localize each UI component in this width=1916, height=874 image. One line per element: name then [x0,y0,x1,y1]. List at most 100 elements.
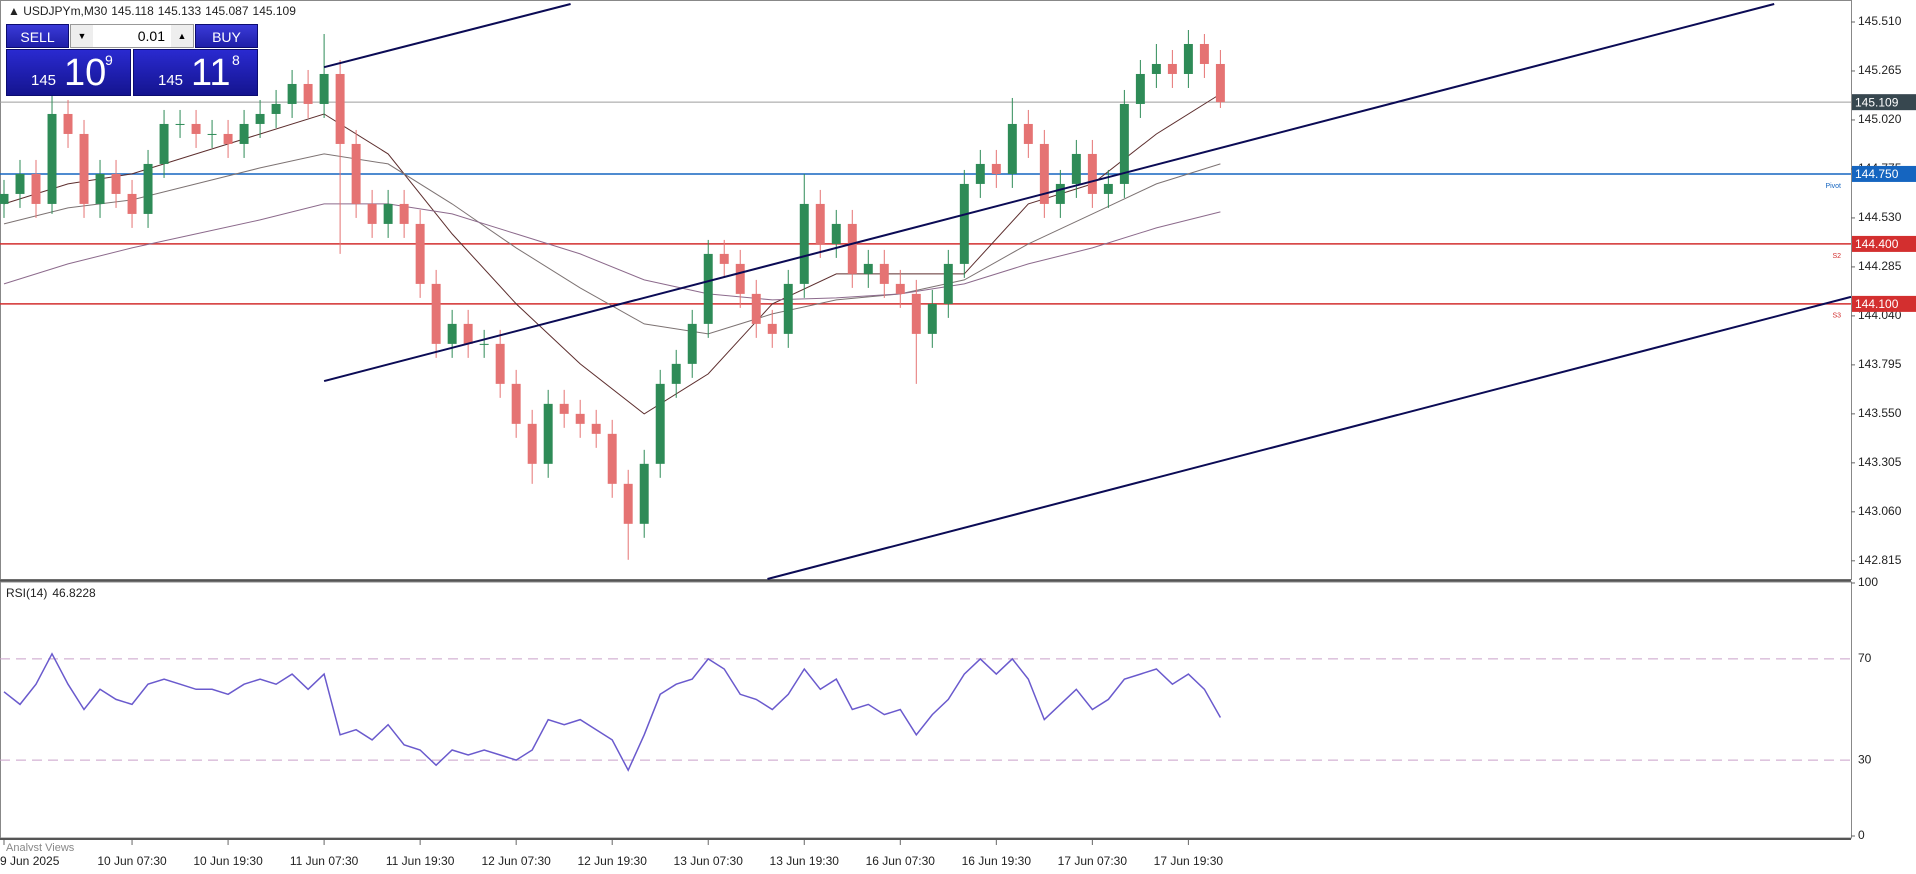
level-label-box [1852,165,1916,182]
candle-body [127,193,137,214]
x-tick-label: 13 Jun 19:30 [770,854,840,868]
candle-body [15,173,25,194]
rsi-value: 46.8228 [52,586,96,600]
level-label: 144.100 [1855,297,1899,311]
x-tick-label: 17 Jun 07:30 [1058,854,1128,868]
candle-body [1151,63,1161,74]
x-tick-label: 10 Jun 19:30 [193,854,263,868]
candle-body [79,133,89,204]
lot-input[interactable]: ▼ 0.01 ▲ [70,24,194,48]
level-label: 144.400 [1855,237,1899,251]
candle-body [575,413,585,424]
y-tick-label: 143.550 [1858,406,1902,420]
candle-body [479,343,489,345]
candle-body [1183,43,1193,74]
candle-body [463,323,473,344]
rsi-title: RSI(14) [6,586,47,600]
candle-body [271,103,281,114]
ohlc: 145.087 [205,4,249,18]
x-tick-label: 11 Jun 19:30 [386,854,455,868]
candle-body [111,173,121,194]
candle-body [735,263,745,294]
symbol: USDJPYm,M30 [23,4,108,18]
level-name: S2 [1832,253,1841,260]
y-tick-label: 145.265 [1858,63,1902,77]
trendline [767,295,1852,580]
candle-body [319,73,329,104]
lot-up[interactable]: ▲ [171,25,193,47]
candle-body [671,363,681,384]
ask-price[interactable]: 145 11 8 [133,49,258,96]
candle-body [895,283,905,294]
ohlc: 145.133 [157,4,202,18]
candle-body [863,263,873,274]
moving-average [3,203,1221,301]
candle-body [559,403,569,414]
trendline [323,3,571,69]
y-tick-label: 144.530 [1858,210,1902,224]
candle-body [31,173,41,204]
candle-body [1071,153,1081,184]
candle-body [143,163,153,214]
rsi-tick-label: 30 [1858,752,1872,766]
candle-body [943,263,953,304]
trade-panel: SELL ▼ 0.01 ▲ BUY 145 10 9 145 11 8 [6,24,258,96]
candle-body [639,463,649,524]
sell-button[interactable]: SELL [6,24,69,48]
lot-down[interactable]: ▼ [71,25,93,47]
candle-body [1167,63,1177,74]
ask-big: 145 [158,72,184,89]
candle-body [415,223,425,284]
trendline [323,3,1775,383]
candle-body [63,113,73,134]
candle-body [911,293,921,334]
candle-body [431,283,441,344]
candle-body [751,293,761,324]
rsi-tick-label: 100 [1858,575,1878,589]
candle-body [1199,43,1209,64]
candle-body [367,203,377,224]
x-tick-label: 13 Jun 07:30 [674,854,744,868]
candle-body [1023,123,1033,144]
candle-body [991,163,1001,174]
y-tick-label: 143.305 [1858,455,1902,469]
level-label-box [1852,295,1916,312]
candle-body [543,403,553,464]
x-tick-label: 12 Jun 07:30 [481,854,551,868]
candle-body [1103,183,1113,194]
candle-body [831,223,841,244]
analyst-views-tab[interactable]: Analyst Views [6,842,75,851]
y-tick-label: 144.285 [1858,259,1902,273]
candle-body [0,193,9,204]
y-tick-label: 145.510 [1858,14,1902,28]
x-tick-label: 16 Jun 07:30 [866,854,936,868]
ohlc: 145.109 [252,4,296,18]
candle-body [655,383,665,464]
candle-body [1039,143,1049,204]
rsi-line [3,652,1222,772]
candle-body [591,423,601,434]
level-label: 145.109 [1855,95,1899,109]
candle-body [527,423,537,464]
bid-price[interactable]: 145 10 9 [6,49,131,96]
candle-body [1119,103,1129,184]
rsi-tick-label: 70 [1858,651,1872,665]
bid-pips: 10 [64,52,107,94]
candle-body [767,323,777,334]
candle-body [927,303,937,334]
candle-body [207,133,217,135]
level-label-box [1852,94,1916,111]
buy-button[interactable]: BUY [195,24,258,48]
candle-body [1087,153,1097,194]
candle-body [335,73,345,144]
candle-body [719,253,729,264]
candle-body [175,123,185,125]
candle-body [399,203,409,224]
candle-body [447,323,457,344]
x-tick-label: 11 Jun 07:30 [290,854,359,868]
moving-average [3,93,1221,415]
ask-point: 8 [232,52,240,68]
level-name: S3 [1832,313,1841,320]
